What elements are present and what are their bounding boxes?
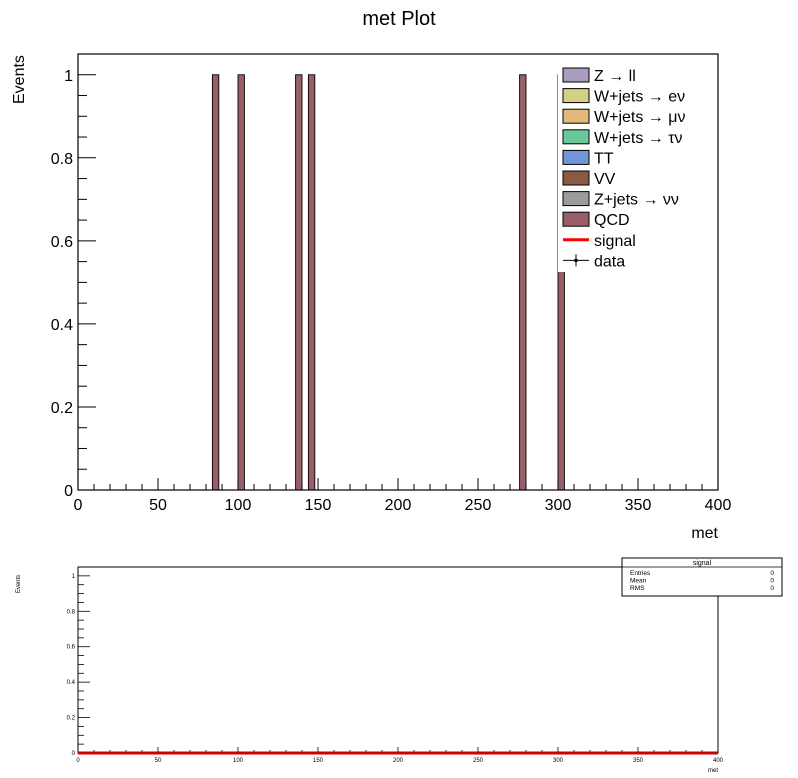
lower-y-axis-label: Events [16,575,22,593]
legend-entry: QCD [562,211,630,229]
main-y-axis-label: Events [11,55,28,104]
legend-label: TT [594,150,614,167]
main-tick-labels: 0 50 100 150 200 250 300 350 400 0 0.2 0.4 0.6 0.8 1 [51,68,732,514]
legend-entry: VV [562,170,616,188]
legend-swatch [562,191,590,207]
y-tick-label: 1 [64,68,73,85]
legend-entry: Z+jets → νν [562,191,679,209]
qcd-bar [295,74,303,491]
main-x-axis-label: met [691,525,718,542]
stats-row-label: Mean [630,578,647,585]
stats-row-value: 0 [770,578,774,585]
qcd-bar [307,74,316,491]
x-tick-label: 300 [545,497,572,514]
lower-y-tick-label: 0.6 [67,645,76,651]
x-tick-label: 100 [225,497,252,514]
legend-label: W+jets → eν [594,89,685,106]
legend-entry: Z → ll [562,67,636,85]
stats-row-label: RMS [630,585,645,592]
legend-label: signal [594,233,636,250]
lower-x-tick-label: 200 [393,758,404,764]
legend-swatch [562,149,590,165]
lower-x-tick-label: 50 [155,758,162,764]
legend-swatch [562,67,590,83]
qcd-bar [237,74,245,491]
legend-swatch [562,211,590,227]
y-tick-label: 0.4 [51,317,73,334]
x-tick-label: 150 [305,497,332,514]
y-tick-label: 0.6 [51,234,73,251]
legend-label: W+jets → μν [594,109,685,126]
x-tick-label: 0 [74,497,83,514]
stats-box: signal Entries 0 Mean 0 RMS 0 [621,557,783,597]
legend-swatch [562,88,590,104]
legend-marker-dot [574,258,578,263]
stats-row-value: 0 [770,570,774,577]
lower-y-tick-label: 0 [72,751,76,757]
legend-entry: W+jets → τν [562,129,683,147]
lower-x-axis-label: met [708,768,718,774]
lower-plot: 0 50 100 150 200 250 300 350 400 0 0.2 0.4 0.6 0.8 1 E… [16,557,783,774]
legend-entry: W+jets → μν [562,108,685,126]
lower-x-tick-label: 400 [713,758,724,764]
stats-box-title: signal [693,560,712,567]
lower-y-tick-label: 0.2 [67,716,76,722]
legend-label: W+jets → τν [594,130,683,147]
lower-x-tick-label: 0 [76,758,80,764]
legend-entry: signal [563,233,636,250]
qcd-bar [211,74,220,491]
x-tick-label: 200 [385,497,412,514]
y-tick-label: 0.8 [51,151,73,168]
legend-entry: W+jets → eν [562,88,685,106]
main-axis-ticks [77,53,719,491]
legend-swatch [562,170,590,186]
lower-x-tick-label: 100 [233,758,244,764]
legend-label: Z → ll [594,68,636,85]
legend-label: QCD [594,212,630,229]
lower-y-tick-label: 1 [72,574,76,580]
lower-x-tick-label: 250 [473,758,484,764]
lower-x-tick-label: 350 [633,758,644,764]
lower-x-tick-label: 300 [553,758,564,764]
main-title: met Plot [362,8,436,30]
legend-label: VV [594,171,616,188]
y-tick-label: 0.2 [51,400,73,417]
main-plot: met Plot 0 50 100 150 200 250 300 350 400 0 0.2 0.4… [11,8,731,542]
legend-swatch [562,129,590,145]
lower-tick-labels: 0 50 100 150 200 250 300 350 400 0 0.2 0.4 0.6 0.8 1 [67,574,724,764]
stats-row-value: 0 [770,585,774,592]
lower-y-tick-label: 0.8 [67,609,76,615]
legend-entry: TT [562,149,614,167]
legend-label: data [594,253,625,270]
stats-box-frame [621,557,783,597]
y-tick-label: 0 [64,483,73,500]
legend: Z → ll W+jets → eν W+jets → μν W+jets → τν T… [558,62,716,272]
legend-label: Z+jets → νν [594,192,679,209]
x-tick-label: 50 [149,497,167,514]
x-tick-label: 350 [625,497,652,514]
lower-x-tick-label: 150 [313,758,324,764]
legend-swatch [562,108,590,124]
lower-y-tick-label: 0.4 [67,680,76,686]
legend-entry: data [563,253,625,270]
stats-row-label: Entries [630,570,651,577]
qcd-bar [519,74,527,491]
x-tick-label: 400 [705,497,732,514]
x-tick-label: 250 [465,497,492,514]
